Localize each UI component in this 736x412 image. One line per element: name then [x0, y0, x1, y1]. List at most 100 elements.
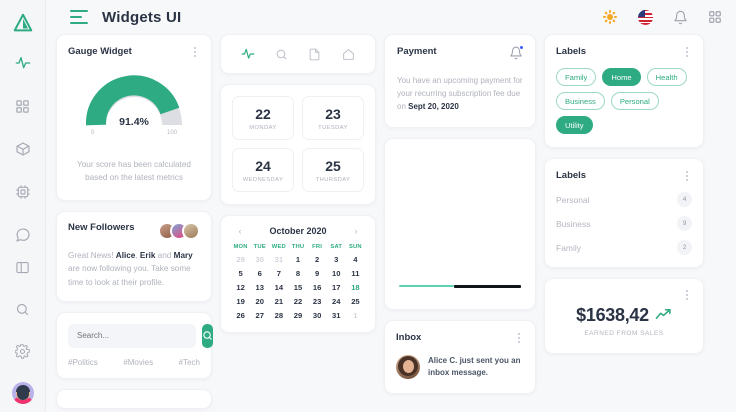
- calendar-day[interactable]: 19: [236, 297, 245, 306]
- sidebar-item-system[interactable]: [12, 181, 34, 203]
- calendar-day[interactable]: 17: [332, 283, 341, 292]
- sidebar-item-search[interactable]: [12, 298, 34, 320]
- day-card[interactable]: 23 TUESDAY: [302, 96, 364, 140]
- day-card[interactable]: 25 THURSDAY: [302, 148, 364, 192]
- column-3: Payment You have an upcoming payment for…: [384, 34, 536, 395]
- sidebar-avatar[interactable]: [11, 382, 34, 404]
- calendar-day[interactable]: 7: [276, 269, 281, 278]
- calendar-day[interactable]: 30: [312, 311, 322, 320]
- calendar-day[interactable]: 14: [274, 283, 284, 292]
- calendar-day[interactable]: 3: [334, 255, 339, 264]
- calendar-day[interactable]: 11: [351, 269, 360, 278]
- gauge-value: 91.4%: [119, 116, 149, 128]
- calendar-day[interactable]: 1: [295, 255, 301, 264]
- calendar-day[interactable]: 15: [293, 283, 303, 292]
- calendar-day[interactable]: 10: [332, 269, 341, 278]
- calendar-day[interactable]: 9: [315, 269, 320, 278]
- sidebar-item-dashboard[interactable]: [12, 95, 34, 117]
- bell-icon[interactable]: [671, 8, 689, 26]
- calendar-day[interactable]: 8: [295, 269, 301, 278]
- calendar-day[interactable]: 1: [353, 311, 358, 320]
- avatar[interactable]: [182, 222, 200, 240]
- toolbar-activity-icon[interactable]: [240, 46, 256, 62]
- calendar-day[interactable]: 12: [236, 283, 245, 292]
- calendar-card: ‹ October 2020 › MON TUE WED THU FRI SAT SUN 29…: [220, 215, 376, 333]
- calendar-day[interactable]: 18: [351, 283, 360, 292]
- label-chip[interactable]: Home: [602, 68, 641, 86]
- payment-message: You have an upcoming payment for your re…: [397, 74, 523, 114]
- toolbar-home-icon[interactable]: [340, 46, 356, 62]
- payment-bell-icon[interactable]: [509, 45, 524, 65]
- calendar-day[interactable]: 13: [255, 283, 264, 292]
- calendar-day[interactable]: 31: [332, 311, 341, 320]
- sidebar-item-activity[interactable]: [12, 52, 34, 74]
- payment-card: Payment You have an upcoming payment for…: [384, 34, 536, 128]
- sidebar-item-messages[interactable]: [12, 224, 34, 246]
- calendar-day[interactable]: 29: [293, 311, 303, 320]
- hamburger-icon[interactable]: [70, 10, 88, 24]
- chevron-right-icon[interactable]: ›: [354, 226, 358, 236]
- sidebar-item-layout[interactable]: [12, 256, 34, 278]
- follower-name: Mary: [173, 251, 193, 260]
- calendar-day[interactable]: 30: [255, 255, 264, 264]
- calendar-day[interactable]: 2: [315, 255, 320, 264]
- day-card[interactable]: 24 WEDNESDAY: [232, 148, 294, 192]
- search-button[interactable]: [202, 323, 213, 348]
- calendar-day[interactable]: 16: [312, 283, 322, 292]
- quick-toolbar-card: [220, 34, 376, 74]
- follower-text: Great News!: [68, 251, 116, 260]
- label-chip[interactable]: Utility: [556, 116, 593, 134]
- calendar-day[interactable]: 31: [274, 255, 284, 264]
- calendar-dow: SUN: [348, 244, 362, 250]
- calendar-day[interactable]: 23: [312, 297, 322, 306]
- label-row[interactable]: Family 2: [556, 240, 692, 255]
- calendar-day[interactable]: 21: [274, 297, 284, 306]
- grid-icon[interactable]: [706, 8, 724, 26]
- calendar-day[interactable]: 20: [255, 297, 264, 306]
- calendar-day[interactable]: 28: [274, 311, 284, 320]
- label-chip[interactable]: Business: [556, 92, 605, 110]
- label-chip[interactable]: Personal: [610, 92, 659, 110]
- labels-chips-card: Labels Family Home Health Business Personal U…: [544, 34, 704, 148]
- calendar-day[interactable]: 29: [236, 255, 245, 264]
- search-card: #Politics #Movies #Tech: [56, 311, 213, 379]
- label-row[interactable]: Personal 4: [556, 192, 692, 207]
- more-vertical-icon[interactable]: [682, 289, 692, 301]
- label-name: Family: [556, 242, 582, 253]
- calendar-day[interactable]: 6: [257, 269, 262, 278]
- column-4: Labels Family Home Health Business Personal U…: [544, 34, 704, 354]
- sidebar-item-packages[interactable]: [12, 138, 34, 160]
- tag-movies[interactable]: #Movies: [123, 357, 154, 367]
- more-vertical-icon[interactable]: [682, 170, 692, 182]
- new-followers-card: New Followers Great News! Alice, Erik an…: [56, 211, 212, 302]
- label-chip[interactable]: Health: [646, 68, 687, 86]
- chevron-left-icon[interactable]: ‹: [238, 226, 242, 236]
- more-vertical-icon[interactable]: [190, 46, 200, 58]
- sidebar-item-settings[interactable]: [12, 340, 34, 362]
- us-flag-icon[interactable]: [636, 8, 654, 26]
- toolbar-document-icon[interactable]: [307, 46, 323, 62]
- calendar-day[interactable]: 25: [351, 297, 360, 306]
- tag-politics[interactable]: #Politics: [68, 357, 98, 367]
- payment-date: Sept 20, 2020: [408, 102, 459, 112]
- calendar-day[interactable]: 22: [293, 297, 303, 306]
- label-row[interactable]: Business 9: [556, 216, 692, 231]
- payment-body: You have an upcoming payment for your re…: [397, 76, 523, 112]
- avatar[interactable]: [396, 355, 420, 380]
- calendar-day[interactable]: 26: [236, 311, 245, 320]
- tag-tech[interactable]: #Tech: [178, 357, 200, 367]
- triangle-logo[interactable]: [8, 8, 38, 38]
- calendar-day[interactable]: 27: [255, 311, 264, 320]
- calendar-day[interactable]: 5: [238, 269, 243, 278]
- label-chip[interactable]: Family: [556, 68, 597, 86]
- toolbar-search-icon[interactable]: [273, 46, 289, 62]
- search-input[interactable]: [68, 323, 196, 348]
- follower-text: ,: [135, 251, 140, 260]
- calendar-day[interactable]: 24: [332, 297, 341, 306]
- more-vertical-icon[interactable]: [514, 332, 524, 344]
- calendar-day[interactable]: 4: [353, 255, 358, 264]
- day-card[interactable]: 22 MONDAY: [232, 96, 294, 140]
- more-vertical-icon[interactable]: [682, 46, 692, 58]
- sun-icon[interactable]: [601, 8, 619, 26]
